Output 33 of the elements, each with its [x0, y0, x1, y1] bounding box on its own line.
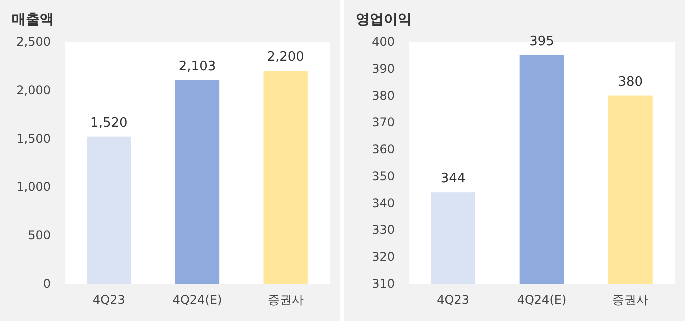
- y-tick-label: 320: [372, 250, 395, 264]
- y-tick-label: 370: [372, 116, 395, 130]
- x-tick-label: 4Q23: [92, 293, 126, 307]
- y-tick-label: 360: [372, 142, 395, 157]
- y-tick-label: 380: [372, 88, 395, 103]
- x-tick-label: 4Q24(E): [172, 293, 222, 307]
- y-tick-label: 500: [28, 228, 51, 243]
- data-label: 395: [530, 34, 554, 50]
- data-label: 380: [618, 74, 644, 90]
- y-tick-label: 0: [43, 277, 51, 291]
- y-tick-label: 400: [372, 35, 395, 49]
- y-tick-label: 2,000: [16, 83, 51, 98]
- x-tick-label: 4Q23: [437, 293, 470, 307]
- data-label: 1,520: [90, 116, 128, 131]
- x-tick-label: 증권사: [268, 293, 304, 307]
- y-tick-label: 330: [372, 223, 395, 238]
- y-tick-label: 390: [372, 62, 395, 76]
- y-tick-label: 350: [372, 169, 395, 184]
- y-tick-label: 1,000: [16, 180, 51, 194]
- data-label: 2,103: [178, 59, 216, 74]
- bar: [264, 71, 308, 284]
- chart-title: 매출액: [12, 12, 54, 28]
- y-tick-label: 310: [372, 277, 395, 291]
- x-tick-label: 4Q24(E): [517, 293, 567, 307]
- y-tick-label: 2,500: [16, 35, 51, 49]
- bar: [175, 80, 220, 284]
- y-tick-label: 1,500: [16, 132, 51, 146]
- y-tick-label: 340: [372, 196, 395, 210]
- data-label: 2,200: [267, 50, 304, 66]
- data-label: 344: [440, 172, 466, 187]
- bar: [87, 136, 132, 284]
- chart-title: 영업이익: [356, 12, 412, 28]
- x-tick-label: 증권사: [612, 293, 649, 307]
